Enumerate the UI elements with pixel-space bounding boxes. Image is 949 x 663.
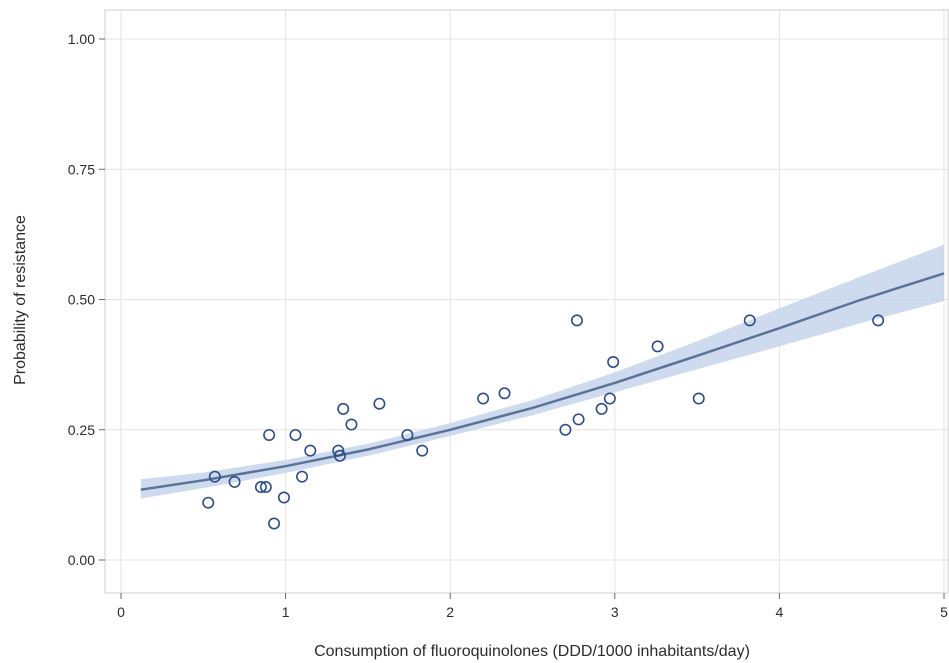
y-axis: 0.00 0.25 0.50 0.75 1.00 (68, 31, 105, 568)
data-point (559, 423, 572, 436)
x-tick-label: 5 (940, 604, 948, 620)
data-point (263, 428, 276, 441)
data-point (607, 356, 620, 369)
y-axis-title: Probability of resistance (12, 215, 29, 385)
data-point (692, 392, 705, 405)
data-point (345, 418, 358, 431)
data-point (401, 428, 414, 441)
data-point (872, 314, 885, 327)
data-point (743, 314, 756, 327)
data-point (333, 449, 346, 462)
x-tick-label: 4 (776, 604, 784, 620)
confidence-band-group (140, 244, 945, 499)
data-point (304, 444, 317, 457)
data-point (603, 392, 616, 405)
data-point (477, 392, 490, 405)
data-point (498, 387, 511, 400)
x-tick-label: 1 (282, 604, 290, 620)
x-tick-label: 0 (117, 604, 125, 620)
data-point (259, 481, 272, 494)
confidence-band (140, 244, 945, 499)
data-point (277, 491, 290, 504)
x-tick-label: 3 (611, 604, 619, 620)
plot-frame (104, 9, 949, 594)
grid (105, 10, 948, 593)
data-point (595, 402, 608, 415)
data-point (651, 340, 664, 353)
y-tick-label: 1.00 (68, 31, 95, 47)
y-tick-label: 0.00 (68, 552, 95, 568)
data-point (332, 444, 345, 457)
x-axis: 0 1 2 3 4 5 (117, 593, 948, 620)
data-point (416, 444, 429, 457)
fit-line (140, 272, 945, 491)
data-point (373, 397, 386, 410)
data-point (337, 402, 350, 415)
x-axis-title: Consumption of fluoroquinolones (DDD/100… (314, 643, 750, 660)
data-point (572, 413, 585, 426)
data-point (570, 314, 583, 327)
data-point (228, 475, 241, 488)
x-tick-label: 2 (446, 604, 454, 620)
y-tick-label: 0.25 (68, 422, 95, 438)
data-point (254, 481, 267, 494)
y-tick-label: 0.75 (68, 161, 95, 177)
fit-line-group (140, 272, 945, 491)
data-point (289, 428, 302, 441)
y-tick-label: 0.50 (68, 292, 95, 308)
data-point (202, 496, 215, 509)
data-points (202, 314, 885, 530)
data-point (296, 470, 309, 483)
data-point (208, 470, 221, 483)
data-point (268, 517, 281, 530)
